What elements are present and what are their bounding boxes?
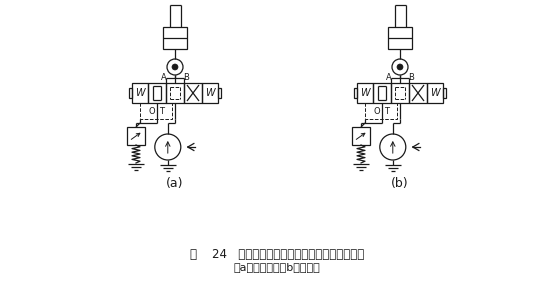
Bar xyxy=(127,127,145,145)
Text: B: B xyxy=(183,73,189,82)
Text: T: T xyxy=(384,107,389,117)
Bar xyxy=(357,83,373,103)
Text: W: W xyxy=(430,88,440,98)
Bar xyxy=(391,83,409,103)
Text: W: W xyxy=(205,88,215,98)
Bar xyxy=(132,83,148,103)
Bar xyxy=(427,83,443,103)
Bar xyxy=(202,83,218,103)
Bar xyxy=(166,83,184,103)
Bar xyxy=(163,27,187,49)
Bar xyxy=(365,103,397,119)
Text: W: W xyxy=(135,88,145,98)
Text: (b): (b) xyxy=(391,176,409,190)
Bar xyxy=(352,127,370,145)
Text: A: A xyxy=(161,73,167,82)
Bar xyxy=(388,27,412,49)
Bar xyxy=(354,88,357,98)
Text: （a）改进前；（b）改进后: （a）改进前；（b）改进后 xyxy=(234,262,320,272)
Bar xyxy=(184,83,202,103)
Bar xyxy=(373,83,391,103)
Text: A: A xyxy=(386,73,392,82)
Circle shape xyxy=(172,64,178,70)
Circle shape xyxy=(397,64,403,70)
Bar xyxy=(218,88,221,98)
Text: 图    24   电磁换向阀与液控单向阀控制的换向回路: 图 24 电磁换向阀与液控单向阀控制的换向回路 xyxy=(190,248,364,261)
Bar xyxy=(409,83,427,103)
Bar xyxy=(140,103,172,119)
Text: B: B xyxy=(408,73,414,82)
Text: T: T xyxy=(160,107,165,117)
Bar xyxy=(129,88,132,98)
Text: (a): (a) xyxy=(166,176,184,190)
Bar xyxy=(443,88,446,98)
Text: W: W xyxy=(360,88,370,98)
Bar xyxy=(148,83,166,103)
Text: O: O xyxy=(149,107,156,117)
Text: O: O xyxy=(374,107,381,117)
